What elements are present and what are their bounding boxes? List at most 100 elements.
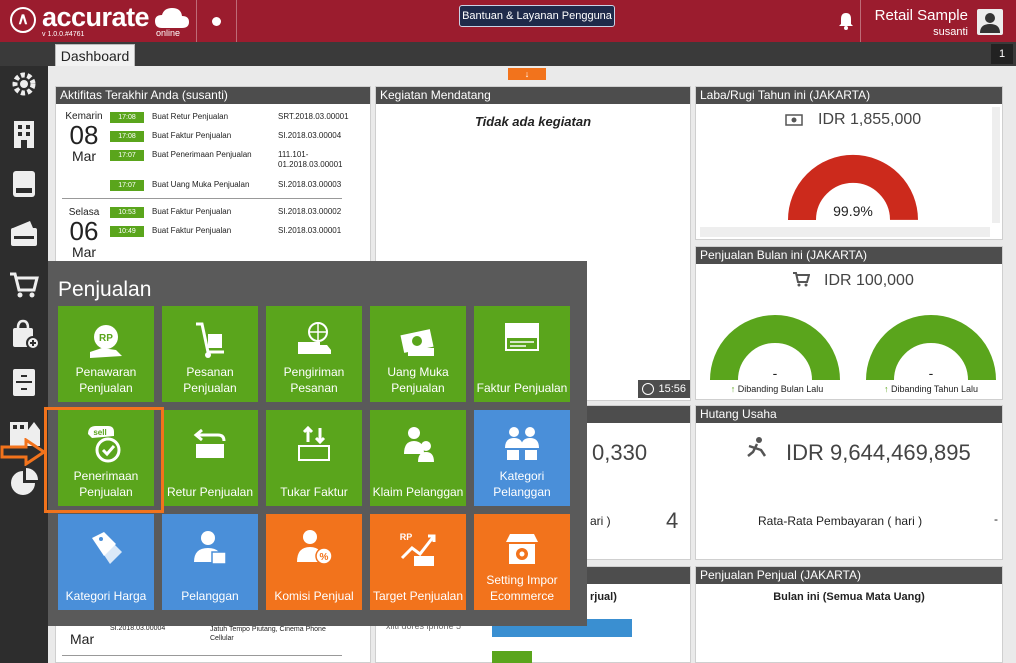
- tile-label: Penawaran Penjualan: [75, 365, 137, 395]
- gauge-caption: ↑ Dibanding Tahun Lalu: [884, 384, 978, 394]
- cash-icon: [400, 329, 434, 356]
- payable-panel-title: Hutang Usaha: [696, 406, 1002, 423]
- activity-row[interactable]: 17:07 Buat Uang Muka Penjualan SI.2018.03.…: [110, 180, 341, 192]
- activity-row[interactable]: 17:08 Buat Faktur Penjualan SI.2018.03.000…: [110, 131, 341, 143]
- sales-month-panel: Penjualan Bulan ini (JAKARTA) IDR 100,00…: [695, 246, 1003, 400]
- tile-setting-impor-ecommerce[interactable]: Setting Impor Ecommerce: [474, 514, 570, 610]
- payable-value: IDR 9,644,469,895: [786, 440, 971, 465]
- clock-icon: [642, 383, 654, 395]
- book-icon[interactable]: [8, 168, 40, 200]
- cart-icon[interactable]: [8, 268, 40, 300]
- user-avatar-icon[interactable]: [977, 9, 1003, 35]
- tile-faktur-penjualan[interactable]: Faktur Penjualan: [474, 306, 570, 402]
- customer-icon: [194, 531, 227, 565]
- divider: [236, 0, 237, 42]
- tile-label: Setting Impor Ecommerce: [486, 573, 558, 603]
- activity-ref: SI.2018.03.00004: [110, 625, 166, 632]
- profit-gauge-arc: [788, 155, 918, 221]
- gauge-value: -: [928, 365, 934, 381]
- company-name: Retail Sample: [874, 7, 968, 24]
- vertical-scrollbar[interactable]: [992, 107, 1000, 223]
- svg-text:%: %: [320, 552, 329, 563]
- tile-komisi-penjual[interactable]: % Komisi Penjual: [266, 514, 362, 610]
- wallet-icon[interactable]: [8, 218, 40, 250]
- activity-row[interactable]: 17:07 Buat Penerimaan Penjualan 111.101-01…: [110, 150, 356, 176]
- commission-icon: %: [297, 530, 333, 565]
- sales-chart-text: xiiti dores iphone 5: [386, 621, 462, 631]
- tile-kategori-pelanggan[interactable]: Kategori Pelanggan: [474, 410, 570, 506]
- collapse-handle[interactable]: ↓: [508, 68, 546, 80]
- bell-icon[interactable]: [838, 12, 854, 30]
- hand-truck-icon: [196, 322, 224, 358]
- payable-panel: Hutang Usaha IDR 9,644,469,895 Rata-Rata…: [695, 405, 1003, 560]
- tile-penerimaan-penjualan[interactable]: sell Penerimaan Penjualan: [58, 410, 154, 506]
- app-version: v 1.0.0.#4761: [42, 31, 85, 38]
- sales-month-gauge: [710, 315, 840, 381]
- tile-tukar-faktur[interactable]: Tukar Faktur: [266, 410, 362, 506]
- chart-bar: [492, 651, 532, 663]
- app-logo[interactable]: ∧ accurate v 1.0.0.#4761 online: [6, 2, 190, 38]
- bag-icon[interactable]: [8, 318, 40, 350]
- company-info[interactable]: Retail Sample susanti: [875, 8, 968, 40]
- profit-gauge: [788, 155, 918, 221]
- tile-uang-muka-penjualan[interactable]: Uang Muka Penjualan: [370, 306, 466, 402]
- tile-label: Komisi Penjual: [274, 589, 354, 603]
- pie-chart-icon[interactable]: [8, 466, 40, 498]
- tile-penawaran-penjualan[interactable]: RP Penawaran Penjualan: [58, 306, 154, 402]
- invoice-icon: [505, 323, 539, 351]
- activity-date: Selasa 06 Mar: [68, 207, 100, 260]
- ecommerce-icon: [506, 534, 538, 564]
- penjualan-menu: Penjualan RP Penawaran Penjualan Pesanan…: [48, 261, 587, 626]
- upcoming-panel-title: Kegiatan Mendatang: [376, 87, 690, 104]
- tab-dashboard[interactable]: Dashboard: [55, 44, 135, 66]
- user-name: susanti: [933, 26, 968, 38]
- payable-value-2: -: [994, 512, 998, 526]
- horizontal-scrollbar[interactable]: [700, 227, 990, 237]
- clock-badge: 15:56: [638, 380, 690, 398]
- claim-icon: [404, 427, 434, 462]
- tile-klaim-pelanggan[interactable]: Klaim Pelanggan: [370, 410, 466, 506]
- activity-row[interactable]: 10:53 Buat Faktur Penjualan SI.2018.03.000…: [110, 207, 341, 219]
- sales-person-panel-title: Penjualan Penjual (JAKARTA): [696, 567, 1002, 584]
- sell-icon: sell: [88, 426, 121, 463]
- activity-row[interactable]: 17:08 Buat Retur Penjualan SRT.2018.03.000…: [110, 112, 349, 124]
- notification-dot-icon[interactable]: [212, 17, 221, 26]
- sales-month-panel-title: Penjualan Bulan ini (JAKARTA): [696, 247, 1002, 264]
- activity-row[interactable]: 10:49 Buat Faktur Penjualan SI.2018.03.000…: [110, 226, 341, 238]
- gear-icon[interactable]: [8, 68, 40, 100]
- tile-label: Target Penjualan: [372, 589, 464, 603]
- arrow-up-icon: ↑: [730, 384, 736, 394]
- tile-label: Retur Penjualan: [166, 485, 254, 499]
- tile-pengiriman-pesanan[interactable]: Pengiriman Pesanan: [266, 306, 362, 402]
- penjualan-menu-title: Penjualan: [58, 278, 152, 301]
- cabinet-icon[interactable]: [8, 366, 40, 398]
- receivable-value: 0,330: [592, 440, 648, 465]
- sales-person-panel: Penjualan Penjual (JAKARTA) Bulan ini (S…: [695, 566, 1003, 663]
- tile-kategori-harga[interactable]: Kategori Harga: [58, 514, 154, 610]
- target-icon: RP: [400, 532, 436, 566]
- building-icon[interactable]: [8, 118, 40, 150]
- activity-date: Mar: [70, 631, 95, 647]
- page-counter[interactable]: 1: [991, 44, 1013, 64]
- tile-label: Pesanan Penjualan: [183, 365, 237, 395]
- sales-chart-title: rjual): [590, 591, 617, 603]
- help-button[interactable]: Bantuan & Layanan Pengguna: [459, 5, 615, 27]
- tile-target-penjualan[interactable]: RP Target Penjualan: [370, 514, 466, 610]
- logo-mark-icon: ∧: [10, 7, 36, 33]
- tile-label: Faktur Penjualan: [476, 381, 568, 395]
- activity-divider: [62, 655, 342, 656]
- tile-retur-penjualan[interactable]: Retur Penjualan: [162, 410, 258, 506]
- tile-label: Pelanggan: [181, 589, 239, 603]
- upcoming-empty-text: Tidak ada kegiatan: [474, 114, 592, 129]
- sidebar: [0, 66, 48, 663]
- factory-icon[interactable]: [8, 416, 40, 448]
- tile-pesanan-penjualan[interactable]: Pesanan Penjualan: [162, 306, 258, 402]
- profit-panel-title: Laba/Rugi Tahun ini (JAKARTA): [696, 87, 1002, 104]
- tile-pelanggan[interactable]: Pelanggan: [162, 514, 258, 610]
- return-icon: [193, 428, 226, 458]
- svg-text:RP: RP: [99, 333, 113, 344]
- top-bar: ∧ accurate v 1.0.0.#4761 online Bantuan …: [0, 0, 1016, 42]
- tile-label: Klaim Pelanggan: [372, 485, 464, 499]
- tile-label: Kategori Pelanggan: [493, 469, 551, 499]
- exchange-invoice-icon: [298, 425, 330, 461]
